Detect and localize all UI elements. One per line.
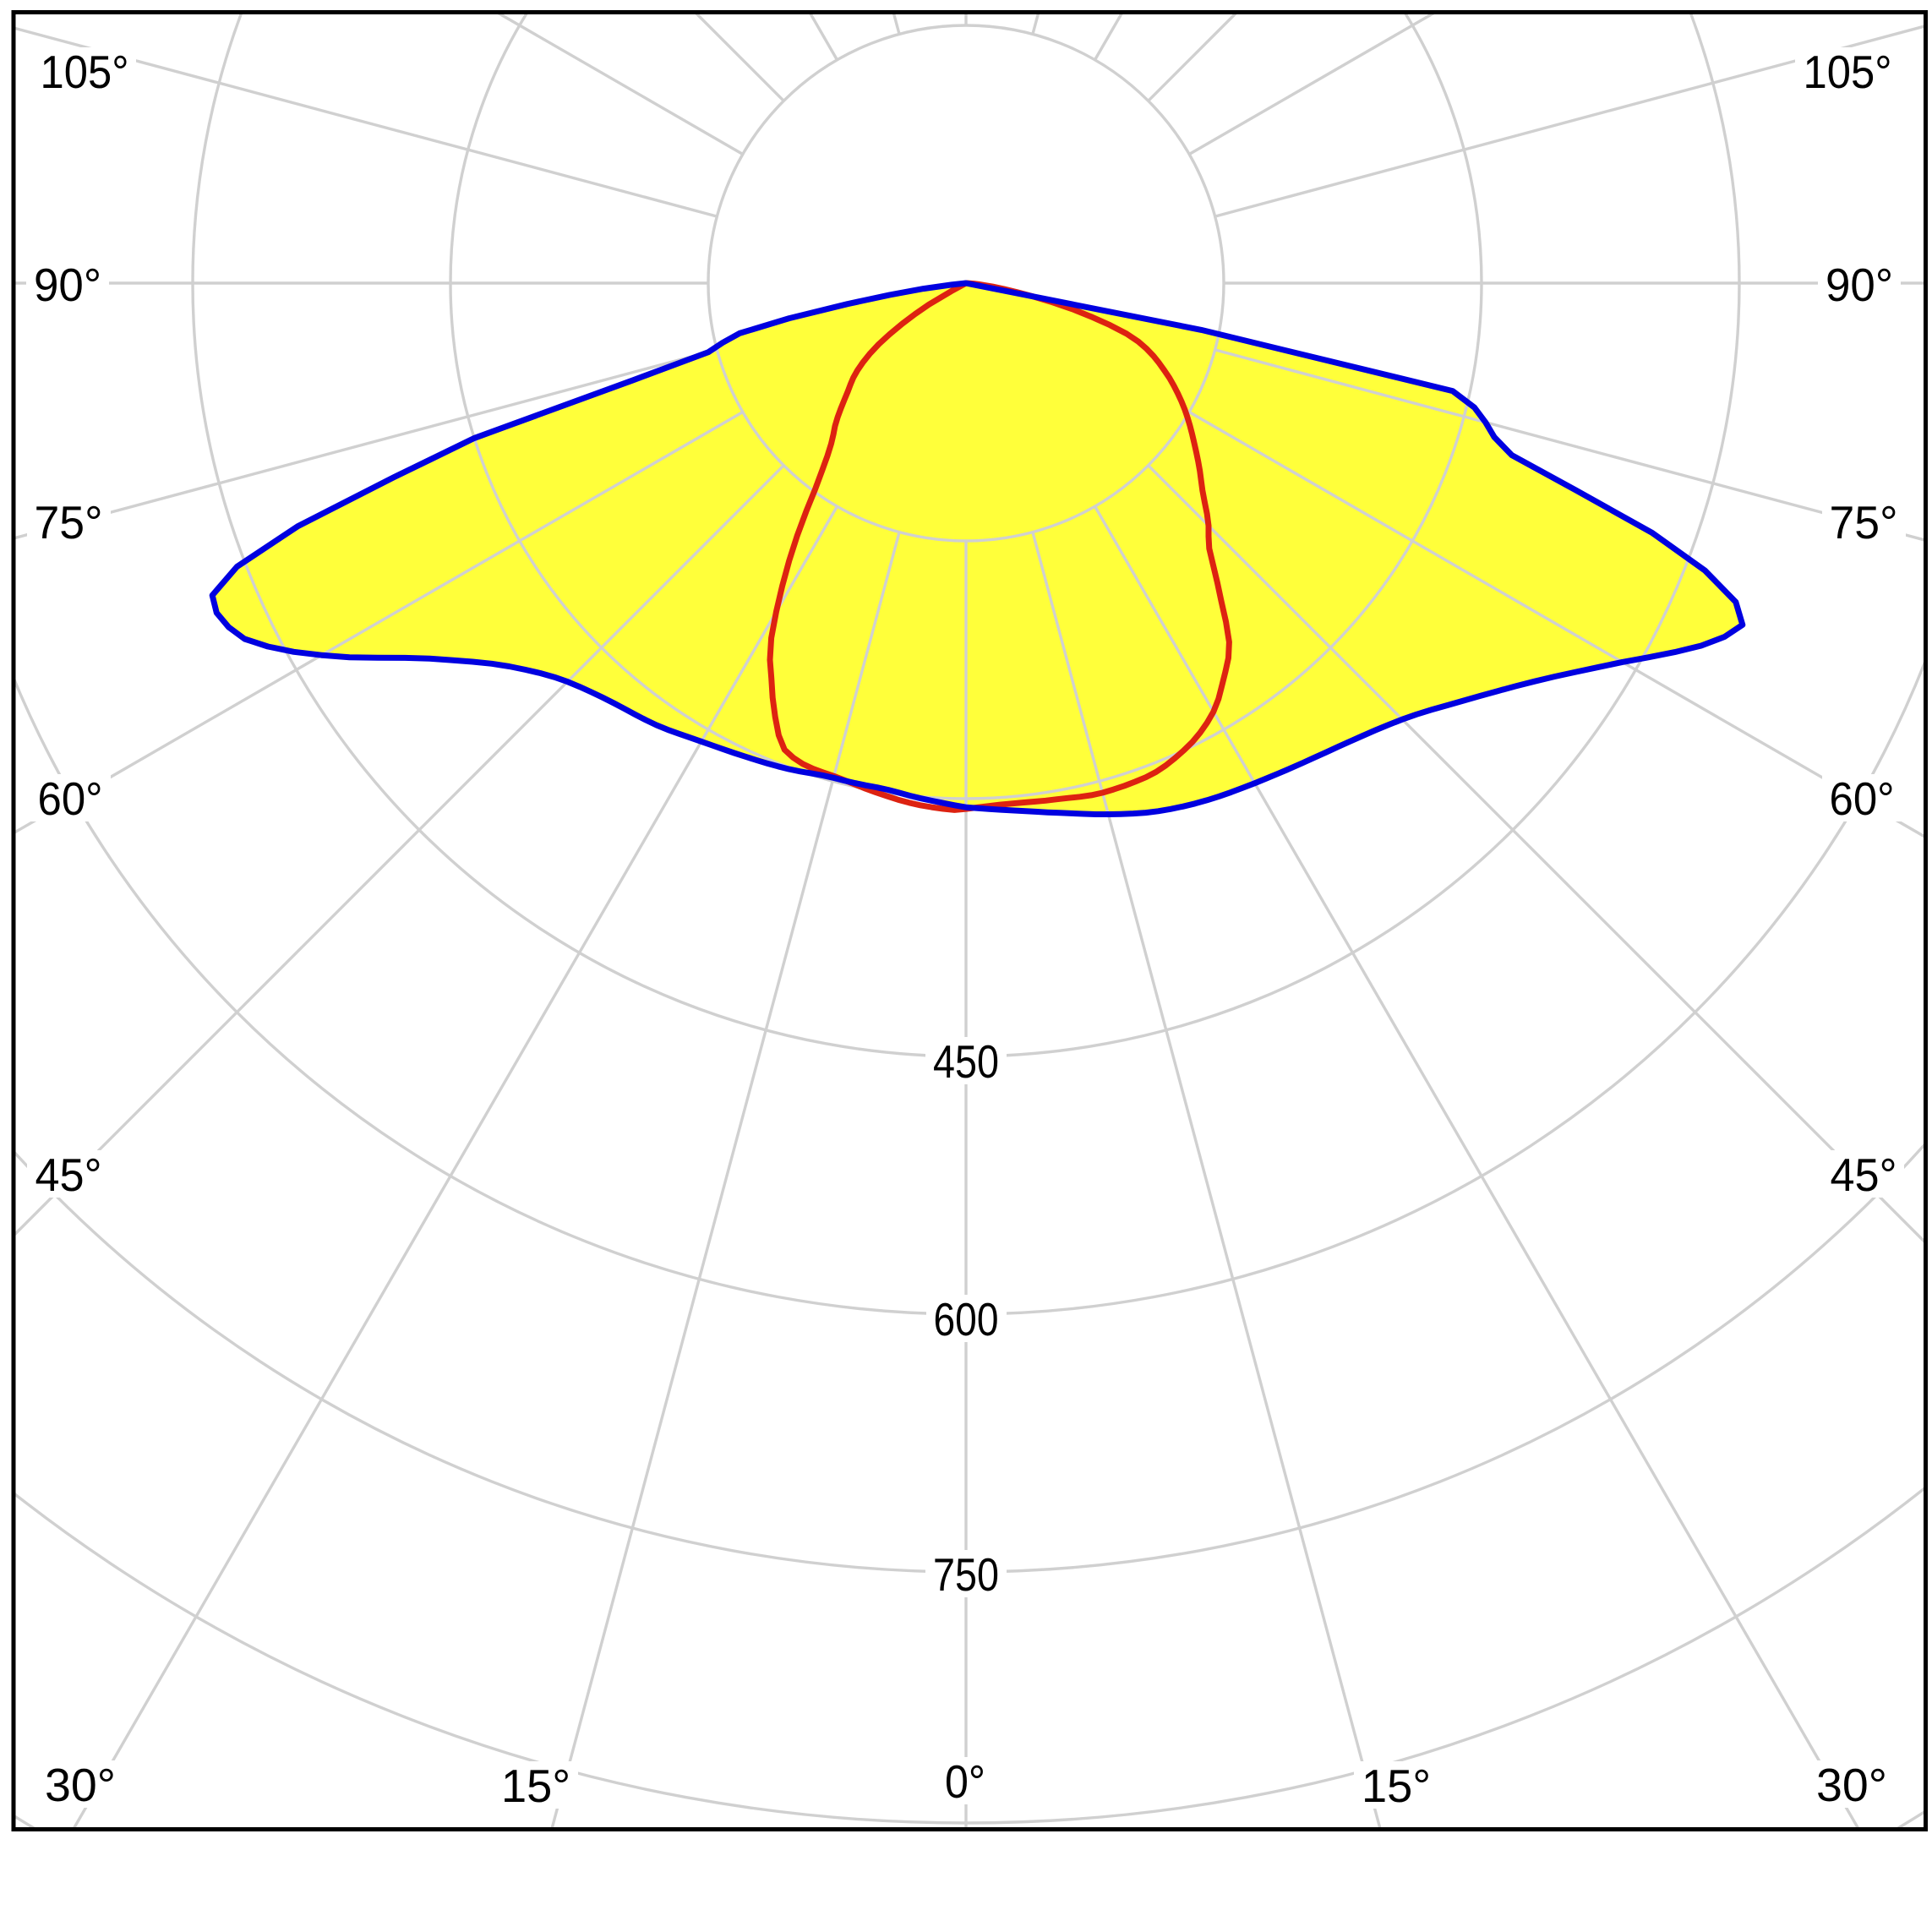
svg-text:90°: 90° <box>1826 259 1893 311</box>
svg-text:600: 600 <box>934 1293 999 1345</box>
svg-text:15°: 15° <box>1362 1760 1431 1812</box>
svg-text:0°: 0° <box>945 1755 985 1808</box>
svg-text:30°: 30° <box>45 1759 116 1811</box>
svg-text:45°: 45° <box>1831 1149 1897 1201</box>
svg-text:450: 450 <box>933 1035 999 1088</box>
svg-text:60°: 60° <box>38 772 103 825</box>
svg-text:90°: 90° <box>34 259 101 311</box>
svg-text:75°: 75° <box>1830 496 1898 548</box>
svg-text:15°: 15° <box>501 1760 570 1812</box>
svg-text:750: 750 <box>933 1548 999 1601</box>
svg-text:105°: 105° <box>1804 46 1892 98</box>
svg-text:30°: 30° <box>1816 1759 1887 1811</box>
svg-text:45°: 45° <box>35 1149 102 1201</box>
svg-text:75°: 75° <box>35 496 103 548</box>
svg-text:60°: 60° <box>1830 772 1895 825</box>
svg-text:105°: 105° <box>41 46 129 98</box>
